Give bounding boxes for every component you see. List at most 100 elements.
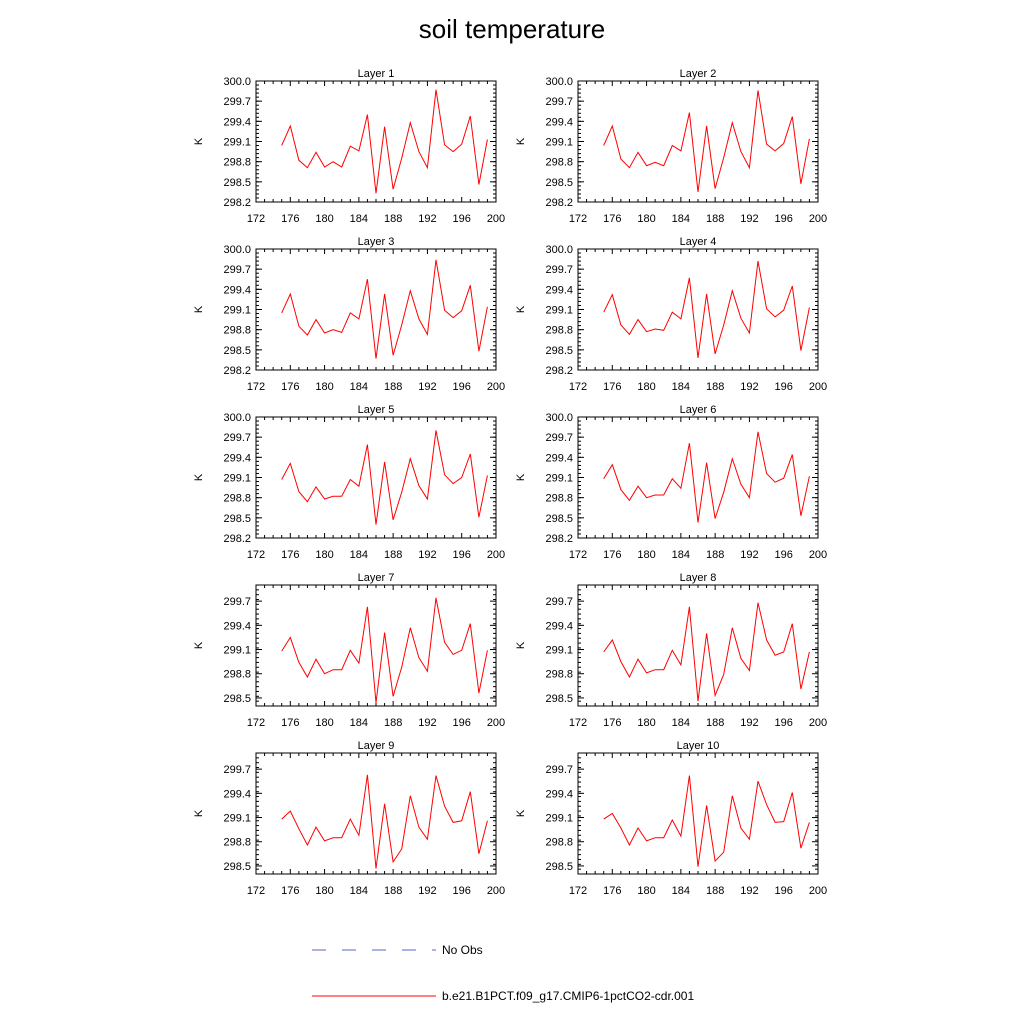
- y-tick-label: 298.8: [223, 493, 251, 505]
- y-tick-label: 298.5: [223, 513, 251, 525]
- y-tick-label: 298.8: [223, 325, 251, 337]
- x-tick-label: 180: [637, 885, 655, 897]
- panel-layer-2: Layer 2 K 172 176 180 184 188 192 196 200 298.2 298…: [515, 68, 827, 225]
- y-tick-label: 299.4: [545, 284, 573, 296]
- y-tick-label: 299.4: [545, 620, 573, 632]
- y-tick-label: 298.5: [545, 861, 573, 873]
- y-tick-label: 299.1: [545, 645, 573, 657]
- x-tick-label: 192: [418, 885, 436, 897]
- x-tick-label: 184: [672, 717, 690, 729]
- x-tick-label: 180: [315, 549, 333, 561]
- x-tick-label: 180: [315, 381, 333, 393]
- y-tick-label: 299.7: [545, 764, 573, 776]
- panel-layer-3: Layer 3 K 172 176 180 184 188 192 196 200 298.2 298…: [193, 236, 505, 393]
- x-tick-label: 176: [281, 717, 299, 729]
- y-tick-label: 298.8: [545, 837, 573, 849]
- y-tick-label: 299.7: [223, 596, 251, 608]
- x-tick-label: 172: [569, 381, 587, 393]
- y-tick-label: 298.5: [545, 693, 573, 705]
- y-axis-label: K: [515, 809, 527, 817]
- y-tick-label: 299.1: [545, 473, 573, 485]
- x-tick-label: 180: [637, 381, 655, 393]
- y-tick-label: 299.7: [545, 596, 573, 608]
- y-tick-label: 299.4: [223, 116, 251, 128]
- x-tick-label: 192: [418, 213, 436, 225]
- y-tick-label: 299.4: [223, 284, 251, 296]
- plot-frame: [255, 80, 497, 203]
- x-tick-label: 172: [569, 213, 587, 225]
- y-tick-label: 298.5: [545, 513, 573, 525]
- plot-frame: [577, 248, 819, 371]
- series-line: [281, 89, 488, 194]
- y-tick-label: 299.7: [545, 432, 573, 444]
- y-tick-label: 300.0: [223, 244, 251, 256]
- x-tick-label: 188: [706, 213, 724, 225]
- y-tick-label: 298.8: [545, 157, 573, 169]
- panel-title: Layer 4: [680, 236, 717, 248]
- x-tick-label: 184: [672, 381, 690, 393]
- x-tick-label: 196: [775, 549, 793, 561]
- plot-frame: [577, 752, 819, 875]
- x-tick-label: 196: [453, 885, 471, 897]
- x-tick-label: 200: [809, 213, 827, 225]
- y-tick-label: 299.1: [223, 813, 251, 825]
- x-tick-label: 200: [809, 381, 827, 393]
- y-tick-label: 298.5: [223, 177, 251, 189]
- x-tick-label: 176: [281, 381, 299, 393]
- y-tick-label: 299.1: [223, 645, 251, 657]
- x-tick-label: 180: [315, 213, 333, 225]
- y-tick-label: 300.0: [223, 76, 251, 88]
- y-axis-label: K: [515, 137, 527, 145]
- x-tick-label: 196: [775, 381, 793, 393]
- x-tick-label: 176: [603, 885, 621, 897]
- x-tick-label: 200: [487, 717, 505, 729]
- x-tick-label: 184: [350, 717, 368, 729]
- y-tick-label: 298.5: [223, 693, 251, 705]
- legend-no-obs-label: No Obs: [442, 943, 483, 957]
- x-tick-label: 188: [706, 885, 724, 897]
- y-tick-label: 299.4: [223, 620, 251, 632]
- x-tick-label: 176: [603, 381, 621, 393]
- panel-layer-9: Layer 9 K 172 176 180 184 188 192 196 200 298.5 298…: [193, 740, 505, 897]
- y-tick-label: 299.1: [223, 137, 251, 149]
- x-tick-label: 184: [350, 213, 368, 225]
- panel-layer-5: Layer 5 K 172 176 180 184 188 192 196 200 298.2 298…: [193, 404, 505, 561]
- panel-layer-1: Layer 1 K 172 176 180 184 188 192 196 200 298.2 298…: [193, 68, 505, 225]
- x-tick-label: 196: [775, 717, 793, 729]
- y-axis-label: K: [193, 473, 205, 481]
- y-tick-label: 299.7: [545, 96, 573, 108]
- y-tick-label: 298.5: [545, 177, 573, 189]
- plot-frame: [255, 248, 497, 371]
- y-tick-label: 298.5: [223, 861, 251, 873]
- y-axis-label: K: [193, 137, 205, 145]
- y-tick-label: 298.2: [223, 533, 251, 545]
- x-tick-label: 188: [706, 717, 724, 729]
- page-title: soil temperature: [418, 14, 606, 44]
- y-tick-label: 299.4: [223, 452, 251, 464]
- x-tick-label: 200: [809, 549, 827, 561]
- plot-frame: [255, 416, 497, 539]
- y-tick-label: 299.4: [545, 452, 573, 464]
- y-tick-label: 299.1: [545, 813, 573, 825]
- y-tick-label: 299.7: [223, 96, 251, 108]
- x-tick-label: 180: [637, 717, 655, 729]
- y-tick-label: 299.7: [223, 264, 251, 276]
- x-tick-label: 188: [384, 717, 402, 729]
- x-tick-label: 192: [740, 549, 758, 561]
- x-tick-label: 200: [487, 381, 505, 393]
- y-tick-label: 299.1: [545, 305, 573, 317]
- y-axis-label: K: [515, 473, 527, 481]
- y-tick-label: 298.8: [223, 157, 251, 169]
- y-tick-label: 299.1: [223, 305, 251, 317]
- x-tick-label: 200: [487, 885, 505, 897]
- y-tick-label: 299.1: [223, 473, 251, 485]
- y-tick-label: 298.2: [223, 365, 251, 377]
- x-tick-label: 196: [775, 213, 793, 225]
- y-tick-label: 298.2: [545, 533, 573, 545]
- series-line: [603, 775, 810, 867]
- x-tick-label: 184: [350, 885, 368, 897]
- x-tick-label: 200: [809, 717, 827, 729]
- series-line: [603, 90, 810, 192]
- panel-title: Layer 8: [680, 572, 717, 584]
- x-tick-label: 180: [315, 717, 333, 729]
